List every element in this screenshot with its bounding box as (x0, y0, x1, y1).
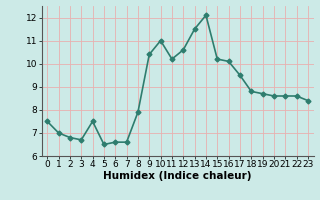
X-axis label: Humidex (Indice chaleur): Humidex (Indice chaleur) (103, 171, 252, 181)
